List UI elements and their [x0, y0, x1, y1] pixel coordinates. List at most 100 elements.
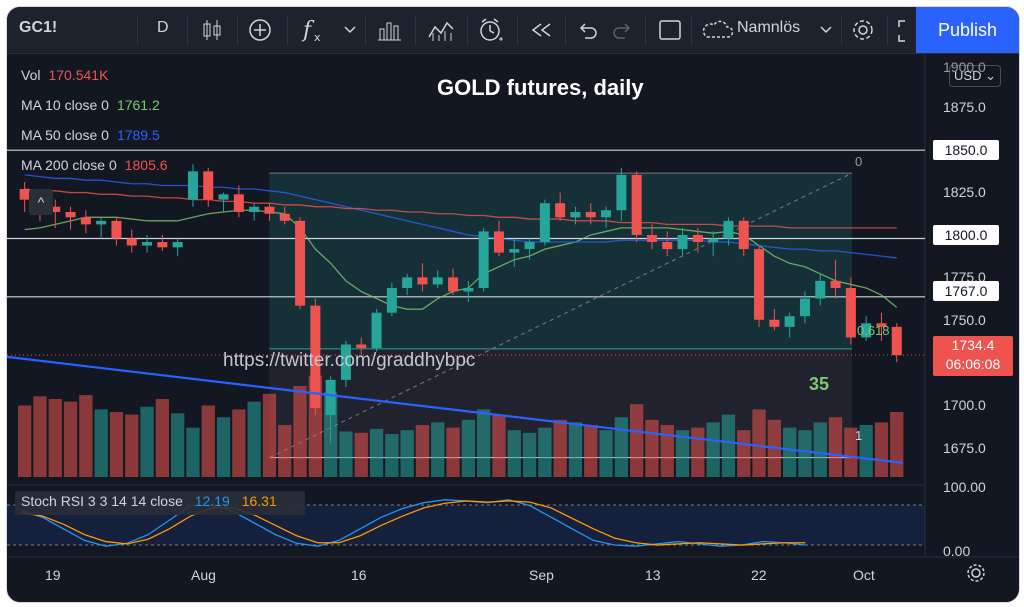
candle-body — [111, 220, 122, 239]
legend-ma200[interactable]: MA 200 close 0 1805.6 — [21, 157, 168, 173]
date-axis-label: Oct — [853, 567, 875, 583]
volume-bar — [859, 425, 873, 477]
chart-title: GOLD futures, daily — [437, 75, 644, 100]
chevron-down-icon[interactable] — [343, 15, 357, 45]
date-axis-label: Aug — [191, 567, 216, 583]
price-axis-label: 1825.0 — [943, 184, 986, 200]
interval-button[interactable]: D — [157, 19, 169, 36]
trend-line — [7, 355, 903, 464]
candle-body — [417, 277, 428, 285]
legend-label: MA 50 close 0 — [21, 127, 109, 143]
legend-volume[interactable]: Vol 170.541K — [21, 67, 108, 83]
volume-bar — [79, 395, 93, 477]
axis-settings-icon[interactable] — [965, 562, 987, 589]
toolbar-divider — [517, 15, 518, 45]
volume-bar — [431, 422, 445, 477]
date-axis-label: 13 — [645, 567, 661, 583]
volume-bar — [369, 428, 384, 477]
candle-body — [585, 212, 596, 218]
volume-bar — [262, 393, 277, 477]
alert-icon[interactable] — [477, 15, 505, 45]
fullscreen-icon[interactable] — [657, 15, 683, 45]
screenshot-icon[interactable] — [897, 15, 915, 45]
candle-body — [708, 238, 719, 243]
volume-bar — [721, 414, 736, 477]
svg-text:f: f — [301, 18, 315, 43]
volume-bar — [828, 417, 843, 477]
stoch-legend[interactable]: Stoch RSI 3 3 14 14 close 12.19 16.31 — [21, 493, 277, 509]
price-level-box[interactable]: 1767.0 — [933, 281, 999, 301]
candle-body — [861, 323, 872, 338]
candle-body — [325, 379, 336, 416]
volume-bar — [446, 427, 460, 477]
price-axis-label: 1900.0 — [943, 59, 986, 75]
candle-body — [723, 220, 734, 239]
stoch-legend-bg — [15, 491, 305, 515]
date-axis-label: Sep — [529, 567, 554, 583]
volume-bar — [752, 409, 766, 477]
symbol-search[interactable]: GC1! — [19, 19, 58, 36]
candle-body — [50, 206, 61, 212]
toolbar-divider — [187, 15, 188, 45]
candle-body — [157, 242, 168, 248]
layout-name[interactable]: Namnlös — [737, 19, 801, 36]
volume-bar — [186, 427, 200, 477]
redo-icon[interactable] — [611, 15, 635, 45]
legend-value: 170.541K — [48, 67, 109, 83]
volume-bar — [492, 414, 506, 477]
publish-button[interactable]: Publish — [916, 7, 1019, 53]
legend-label: Vol — [21, 67, 41, 83]
volume-bar — [844, 427, 858, 477]
cloud-icon[interactable] — [701, 15, 735, 45]
volume-bar — [706, 422, 720, 477]
candle-body — [340, 344, 351, 380]
toolbar-divider — [137, 15, 138, 45]
stoch-axis-label: 0.00 — [943, 543, 971, 559]
legend-ma10[interactable]: MA 10 close 0 1761.2 — [21, 97, 160, 113]
volume-bar — [890, 412, 904, 477]
undo-icon[interactable] — [575, 15, 599, 45]
volume-bar — [385, 434, 399, 477]
volume-bar — [94, 409, 108, 477]
toolbar-divider — [287, 15, 288, 45]
chart-canvas[interactable] — [7, 7, 1019, 602]
candle-body — [218, 194, 229, 200]
templates-icon[interactable] — [427, 15, 455, 45]
legend-value: 1789.5 — [116, 127, 160, 143]
volume-bar — [737, 430, 751, 477]
toolbar-divider — [415, 15, 416, 45]
candle-body — [815, 280, 826, 299]
settings-icon[interactable] — [849, 15, 877, 45]
candle-body — [279, 213, 290, 221]
chevron-down-icon[interactable] — [819, 15, 833, 45]
add-compare-icon[interactable] — [247, 15, 273, 45]
currency-selector[interactable]: USD ⌄ — [949, 65, 1001, 87]
volume-bar — [691, 427, 705, 477]
candles-icon[interactable] — [201, 15, 223, 45]
stoch-d-line — [20, 500, 806, 546]
volume-bar — [247, 401, 261, 477]
price-level-box[interactable]: 1850.0 — [933, 140, 999, 160]
candle-body — [310, 305, 321, 409]
replay-icon[interactable] — [529, 15, 555, 45]
candle-body — [555, 203, 566, 218]
candle-body — [493, 231, 504, 253]
volume-bar — [109, 412, 124, 477]
collapse-legend-button[interactable]: ^ — [29, 189, 53, 215]
volume-bar — [18, 405, 32, 477]
legend-ma50[interactable]: MA 50 close 0 1789.5 — [21, 127, 160, 143]
legend-label: MA 200 close 0 — [21, 157, 117, 173]
price-axis-label: 1700.0 — [943, 397, 986, 413]
last-price-box: 1734.4 06:06:08 — [933, 336, 1013, 376]
volume-bar — [584, 425, 598, 477]
bar-chart-icon[interactable] — [377, 15, 403, 45]
candle-body — [646, 234, 657, 243]
volume-bar — [798, 430, 812, 477]
candle-body — [80, 217, 91, 225]
volume-bar — [33, 396, 47, 477]
volume-bar — [171, 413, 185, 477]
price-level-box[interactable]: 1800.0 — [933, 225, 999, 245]
candle-body — [539, 203, 550, 243]
candle-body — [402, 277, 413, 288]
